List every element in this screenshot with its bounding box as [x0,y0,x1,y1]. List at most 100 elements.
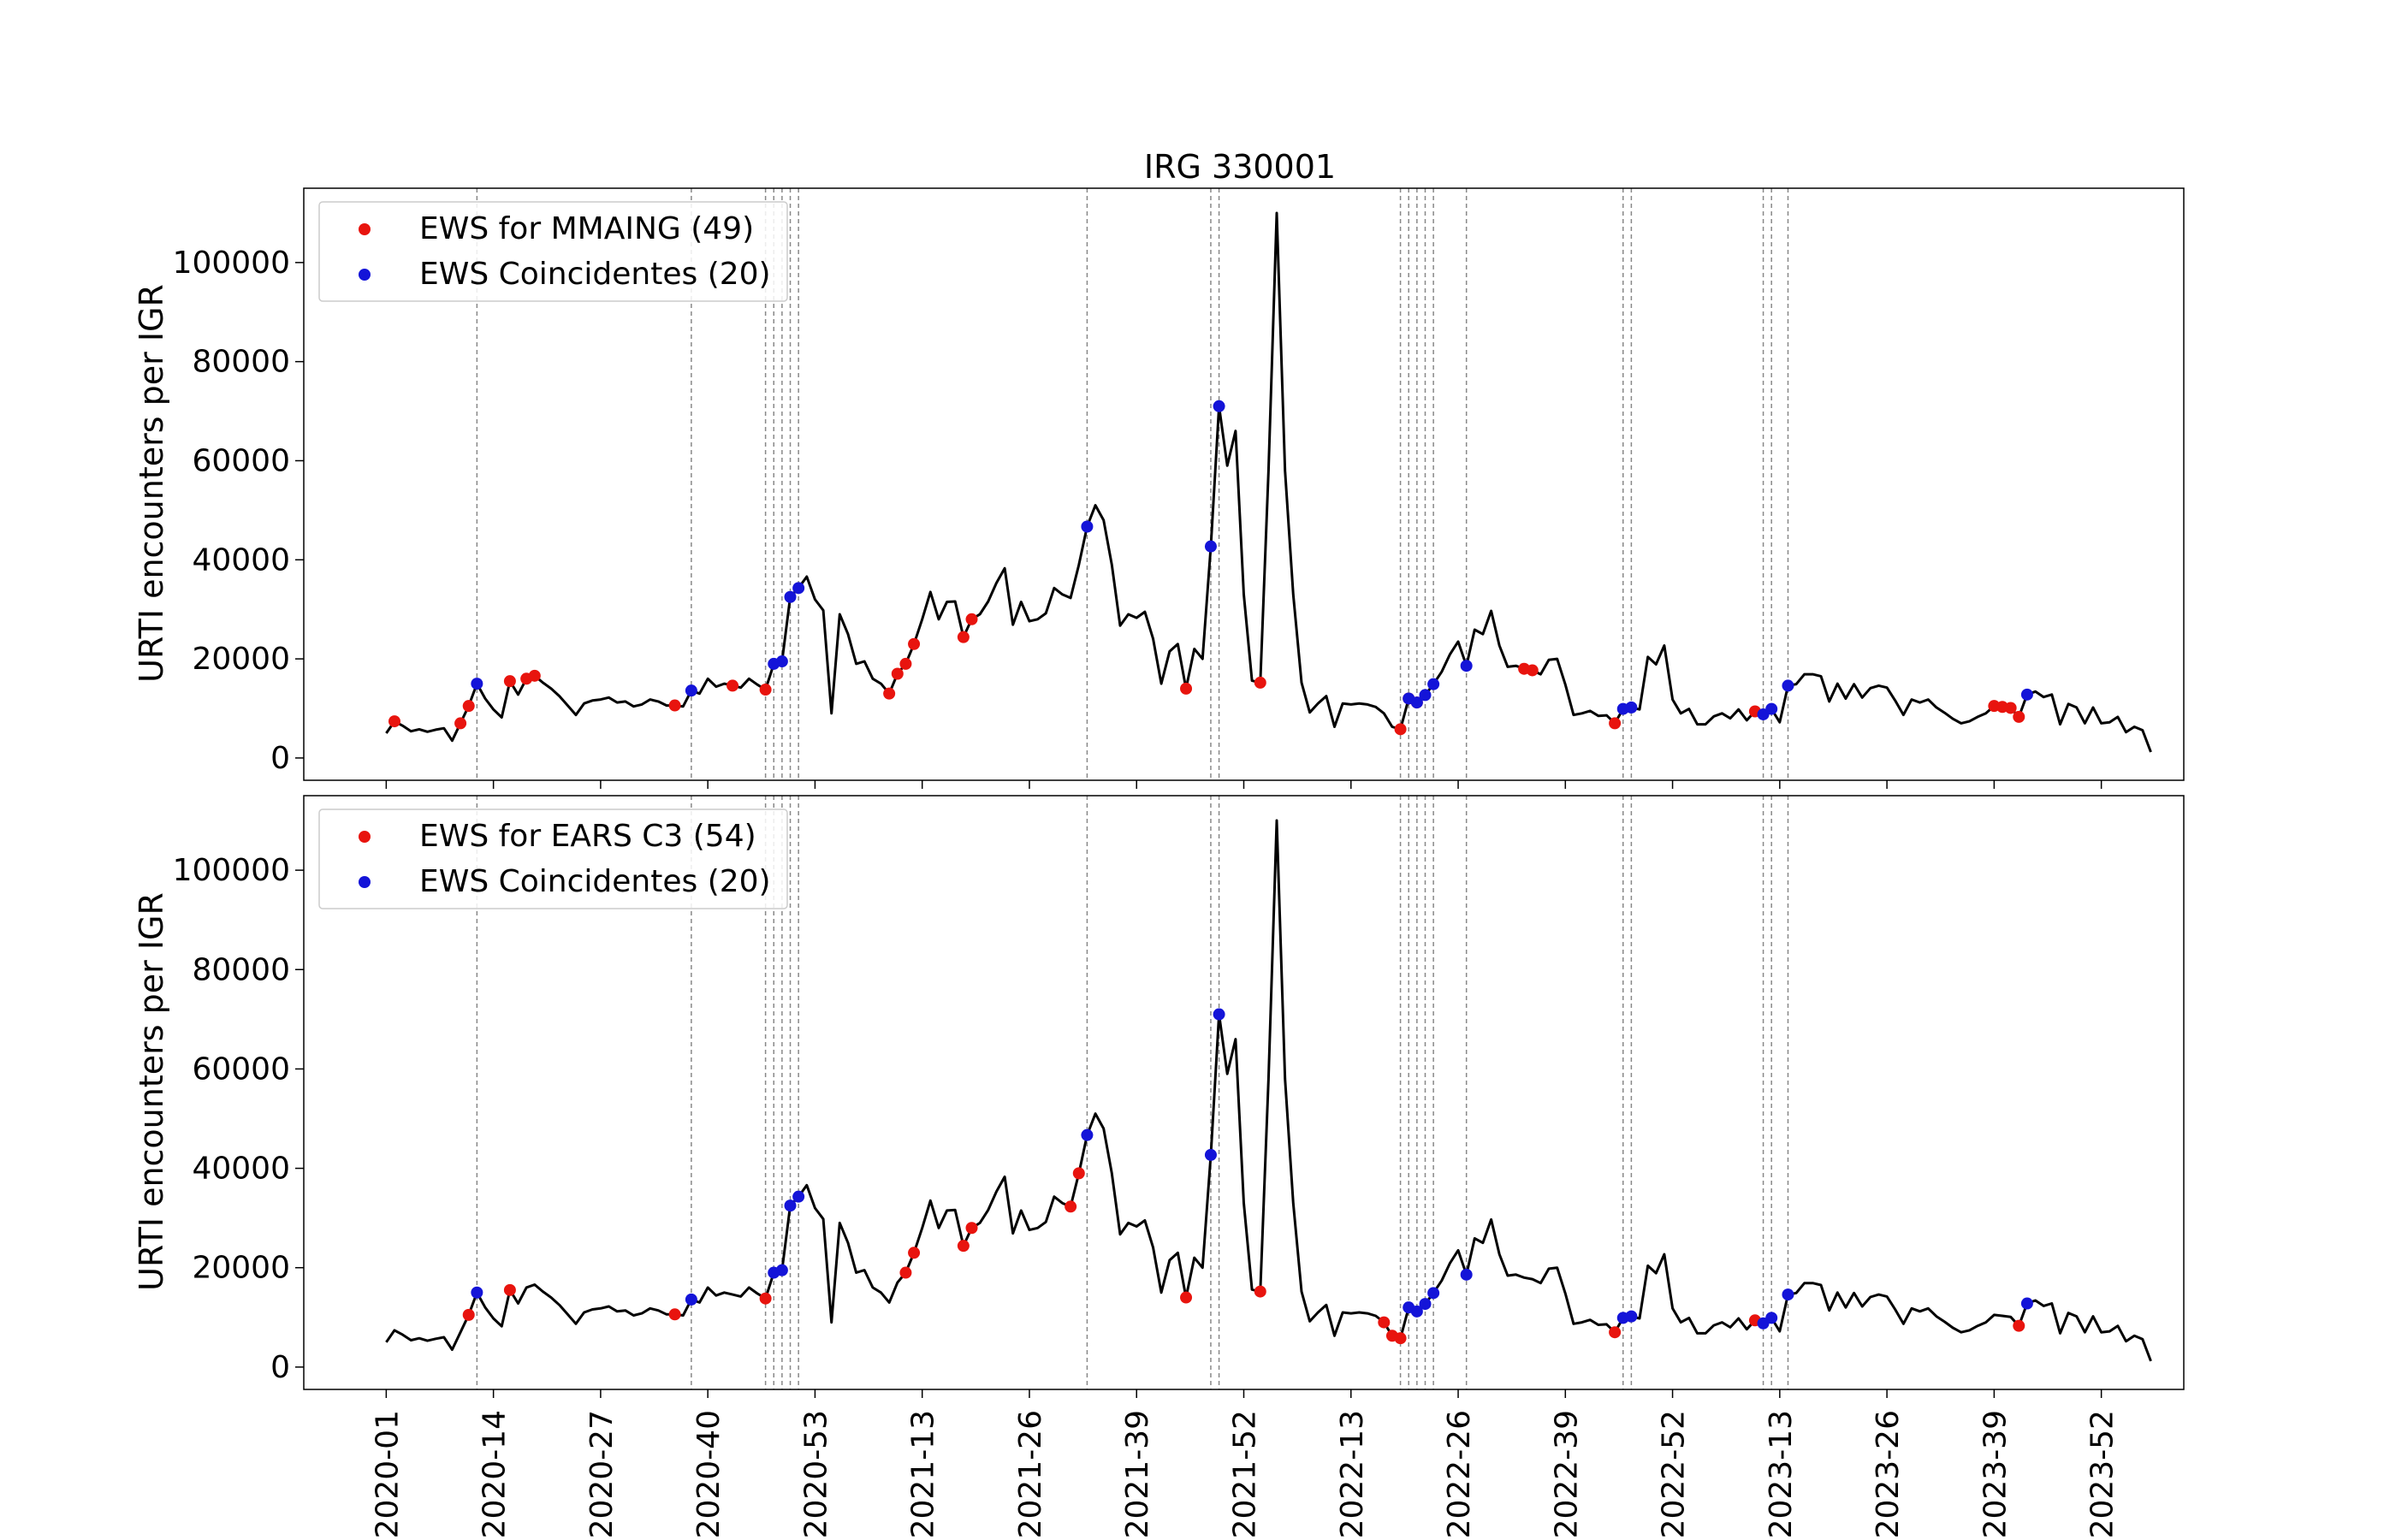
coincident-point [1213,400,1225,412]
coincident-point [2020,688,2033,701]
legend-alarm-marker [359,831,371,843]
x-tick-label: 2021-26 [1013,1410,1048,1538]
legend-coincident-marker [359,876,371,888]
x-tick-label: 2023-13 [1764,1410,1799,1538]
alarm-point [1526,664,1539,677]
y-tick-label: 40000 [192,1152,290,1187]
x-tick-label: 2020-14 [477,1410,513,1538]
coincident-point [1410,1305,1423,1318]
x-tick-label: 2023-52 [2085,1410,2120,1538]
coincident-point [792,582,805,595]
y-tick-label: 0 [270,741,290,776]
alarm-point [965,613,978,625]
alarm-point [1072,1167,1085,1180]
alarm-point [883,687,896,700]
alarm-point [2013,1319,2025,1332]
alarm-point [528,669,541,682]
alarm-point [957,631,970,643]
x-tick-label: 2021-13 [906,1410,941,1538]
alarm-point [2013,710,2025,723]
alarm-point [1180,1291,1193,1304]
alarm-point [668,699,681,712]
y-tick-label: 100000 [173,853,290,888]
coincident-point [1765,1312,1778,1324]
legend-coincident-label: EWS Coincidentes (20) [419,864,771,899]
alarm-point [668,1308,681,1321]
coincident-point [1460,1268,1473,1281]
legend-alarm-label: EWS for EARS C3 (54) [419,819,756,854]
coincident-point [1213,1008,1225,1021]
y-tick-label: 80000 [192,952,290,987]
x-tick-label: 2020-01 [370,1410,405,1538]
legend-alarm-marker [359,223,371,235]
y-axis-label: URTI encounters per IGR [133,284,170,683]
x-tick-label: 2023-26 [1871,1410,1906,1538]
alarm-point [462,700,475,713]
x-tick-label: 2020-53 [798,1410,833,1538]
coincident-point [775,1264,788,1276]
panel-top: 0 20000 40000 60000 80000 100000 URTI encount… [133,187,2185,789]
y-tick-label: 20000 [192,642,290,677]
y-axis-label: URTI encounters per IGR [133,892,170,1291]
coincident-point [1782,679,1794,692]
legend-coincident-marker [359,269,371,281]
legend-alarm-label: EWS for MMAING (49) [419,211,754,246]
coincident-point [471,678,483,690]
alarm-point [759,1292,772,1305]
x-tick-label: 2022-52 [1657,1410,1692,1538]
coincident-point [784,1199,797,1212]
alarm-point [1394,723,1407,736]
y-tick-label: 60000 [192,1051,290,1087]
alarm-point [1254,676,1266,689]
x-tick-label: 2020-40 [691,1410,727,1538]
coincident-point [1204,1148,1217,1161]
coincident-point [1419,689,1432,702]
alarm-point [1609,1326,1622,1339]
alarm-point [1254,1285,1266,1298]
coincident-point [1081,520,1094,533]
alarm-point [908,637,921,650]
chart-title: IRG 330001 [1144,148,1336,186]
legend-top: EWS for MMAING (49) EWS Coincidentes (20… [318,201,788,302]
alarm-point [899,1266,912,1279]
coincident-point [1204,540,1217,553]
alarm-point [388,715,400,728]
y-tick-label: 40000 [192,542,290,578]
coincident-point [1625,701,1638,714]
x-tick-label: 2022-26 [1442,1410,1477,1538]
coincident-point [1427,1287,1440,1300]
alarm-point [462,1308,475,1321]
alarm-point [1378,1316,1391,1329]
alarm-point [1180,682,1193,695]
coincident-point [775,655,788,668]
alarm-point [1394,1332,1407,1345]
coincident-point [1460,660,1473,672]
legend-coincident-label: EWS Coincidentes (20) [419,257,771,292]
alarm-point [727,679,739,692]
alarm-point [957,1240,970,1253]
coincident-point [784,590,797,603]
alarm-point [454,717,467,730]
coincident-point [685,684,697,697]
alarm-point [759,684,772,696]
coincident-point [1765,702,1778,715]
alarm-point [2004,702,2017,714]
coincident-point [685,1293,697,1306]
coincident-point [1419,1298,1432,1311]
y-tick-label: 20000 [192,1251,290,1286]
coincident-point [2020,1297,2033,1310]
alarm-point [503,675,516,688]
alarm-point [891,667,904,680]
x-tick-label: 2023-39 [1978,1410,2013,1538]
alarm-point [503,1283,516,1296]
coincident-point [1081,1128,1094,1141]
y-tick-label: 80000 [192,345,290,380]
x-tick-label: 2020-27 [584,1410,620,1538]
y-tick-label: 100000 [173,246,290,281]
coincident-point [1427,678,1440,690]
coincident-point [792,1190,805,1203]
y-tick-label: 60000 [192,443,290,478]
legend-bottom: EWS for EARS C3 (54) EWS Coincidentes (2… [318,808,788,909]
x-tick-label: 2022-39 [1549,1410,1584,1538]
